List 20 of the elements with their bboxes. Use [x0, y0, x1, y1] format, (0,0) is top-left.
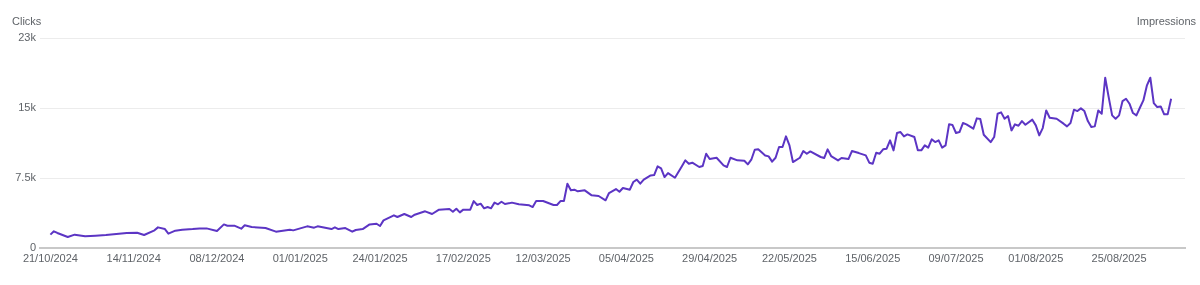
x-tick-label: 22/05/2025 [761, 251, 817, 264]
x-tick-label: 01/01/2025 [272, 251, 328, 264]
x-tick-label: 29/04/2025 [682, 251, 738, 264]
x-tick-label: 01/08/2025 [1008, 251, 1064, 264]
y2-axis-title: Impressions [1136, 15, 1197, 27]
x-tick-label: 21/10/2024 [22, 251, 78, 264]
x-tick-label: 08/12/2024 [189, 251, 245, 264]
x-tick-label: 17/02/2025 [435, 251, 491, 264]
y-tick-label: 15k [18, 101, 37, 114]
y-tick-label: 7.5k [15, 171, 37, 184]
x-tick-label: 25/08/2025 [1091, 251, 1147, 264]
x-tick-label: 05/04/2025 [598, 251, 654, 264]
x-tick-label: 14/11/2024 [106, 251, 161, 264]
x-tick-label: 24/01/2025 [352, 251, 408, 264]
x-tick-label: 15/06/2025 [845, 251, 901, 264]
y-tick-label: 23k [18, 31, 37, 44]
x-tick-label: 09/07/2025 [928, 251, 984, 264]
y-axis-title: Clicks [12, 15, 42, 27]
x-tick-label: 12/03/2025 [515, 251, 571, 264]
y-tick-label: 0 [29, 241, 36, 254]
